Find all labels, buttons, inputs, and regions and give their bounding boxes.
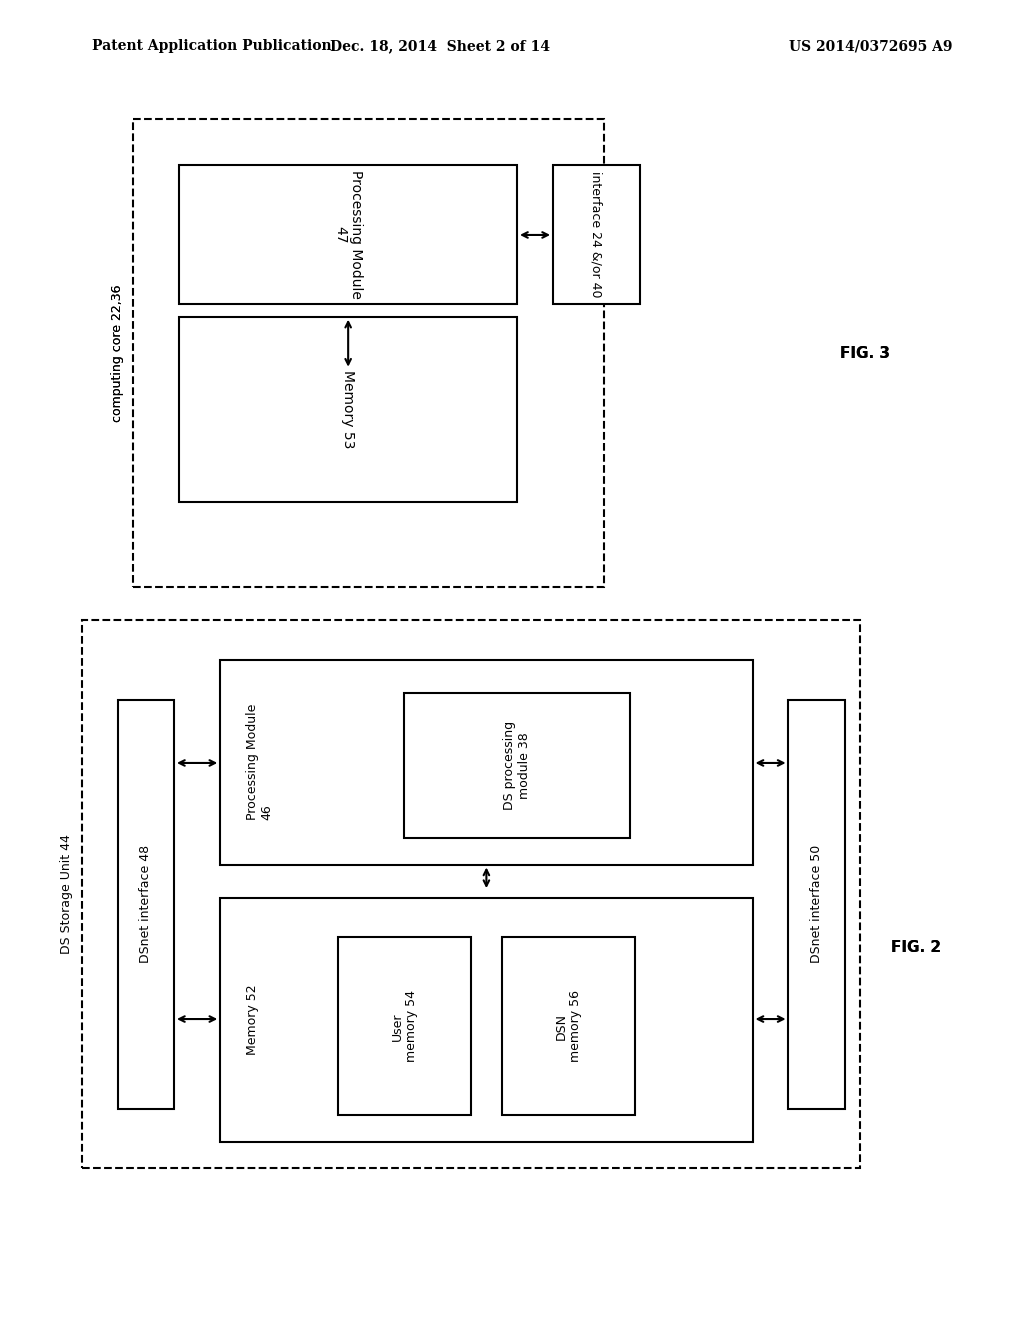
Text: DS processing
module 38: DS processing module 38 bbox=[503, 721, 531, 810]
Text: FIG. 3: FIG. 3 bbox=[840, 346, 890, 360]
Text: Memory 52: Memory 52 bbox=[246, 985, 259, 1055]
FancyBboxPatch shape bbox=[118, 700, 174, 1109]
Text: computing core 22,36: computing core 22,36 bbox=[112, 284, 124, 422]
FancyBboxPatch shape bbox=[220, 660, 753, 865]
Text: DSN
memory 56: DSN memory 56 bbox=[554, 990, 583, 1063]
Text: Processing Module
46: Processing Module 46 bbox=[246, 704, 273, 821]
FancyBboxPatch shape bbox=[338, 937, 471, 1115]
Text: FIG. 2: FIG. 2 bbox=[891, 940, 941, 954]
Text: US 2014/0372695 A9: US 2014/0372695 A9 bbox=[788, 40, 952, 53]
FancyBboxPatch shape bbox=[502, 937, 635, 1115]
FancyBboxPatch shape bbox=[220, 898, 753, 1142]
Text: FIG. 3: FIG. 3 bbox=[840, 346, 890, 360]
FancyBboxPatch shape bbox=[82, 620, 860, 1168]
Text: Patent Application Publication: Patent Application Publication bbox=[92, 40, 332, 53]
Text: computing core 22,36: computing core 22,36 bbox=[112, 284, 124, 422]
Text: Memory 53: Memory 53 bbox=[341, 370, 355, 449]
Text: interface 24 &/or 40: interface 24 &/or 40 bbox=[590, 172, 603, 297]
Text: DS Storage Unit 44: DS Storage Unit 44 bbox=[60, 834, 73, 954]
FancyBboxPatch shape bbox=[788, 700, 845, 1109]
Text: Dec. 18, 2014  Sheet 2 of 14: Dec. 18, 2014 Sheet 2 of 14 bbox=[331, 40, 550, 53]
Text: Processing Module
47: Processing Module 47 bbox=[333, 170, 364, 298]
FancyBboxPatch shape bbox=[404, 693, 630, 838]
Text: FIG. 2: FIG. 2 bbox=[891, 940, 941, 954]
Text: DSnet interface 48: DSnet interface 48 bbox=[139, 845, 153, 964]
FancyBboxPatch shape bbox=[553, 165, 640, 304]
Text: DSnet interface 50: DSnet interface 50 bbox=[810, 845, 823, 964]
FancyBboxPatch shape bbox=[179, 165, 517, 304]
FancyBboxPatch shape bbox=[179, 317, 517, 502]
Text: User
memory 54: User memory 54 bbox=[390, 990, 419, 1063]
FancyBboxPatch shape bbox=[133, 119, 604, 587]
